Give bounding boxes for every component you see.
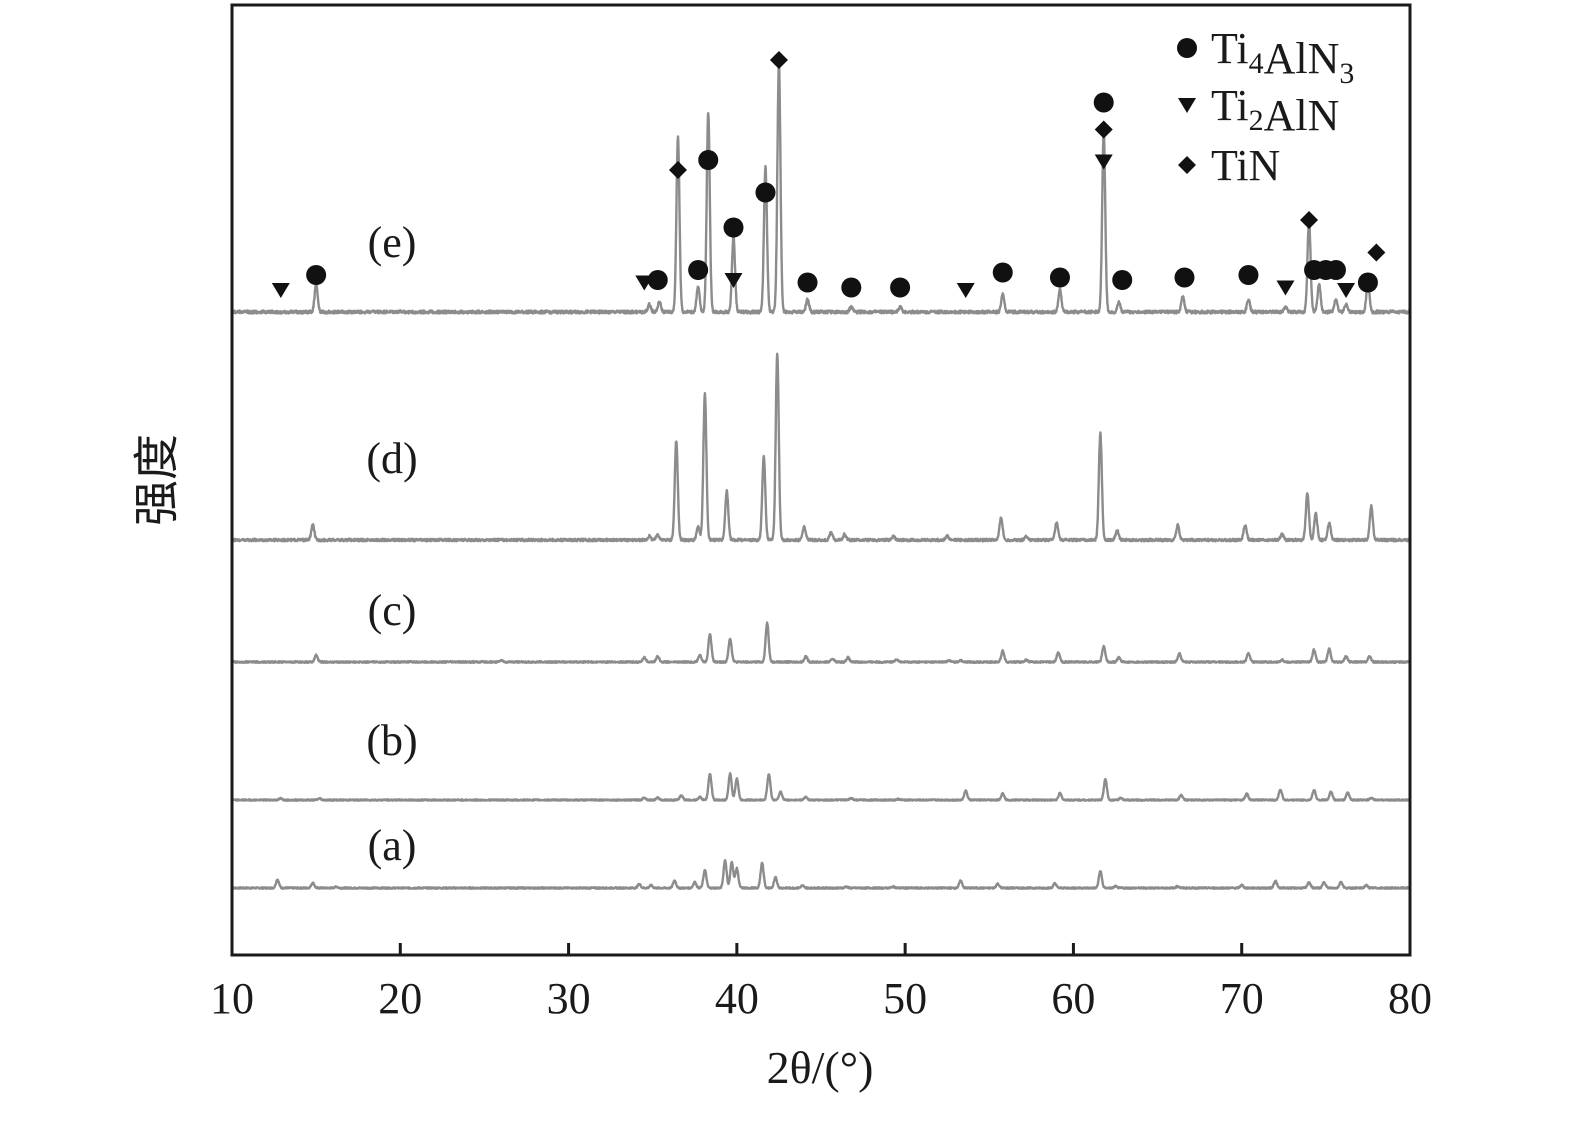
x-axis-ticks: 10 20 30 40 50 60 70 80 [210, 943, 1432, 1023]
triangle-down-marker [724, 273, 743, 288]
circle-marker [992, 262, 1013, 283]
circle-legend-icon [1177, 38, 1197, 58]
diamond-marker [1300, 211, 1319, 229]
triangle-down-legend-icon [1178, 98, 1196, 113]
circle-marker [698, 150, 719, 170]
curve-label: (c) [368, 586, 417, 635]
triangle-down-marker [271, 283, 290, 298]
triangle-down-marker [1094, 154, 1113, 170]
x-tick-label: 20 [378, 974, 422, 1023]
circle-marker [1049, 267, 1070, 288]
legend-label-ti2aln: Ti2AlN [1211, 81, 1339, 140]
curve-label: (a) [368, 821, 417, 870]
legend-text-part: 4 [1249, 47, 1264, 80]
diamond-marker [1367, 243, 1386, 262]
curve-label: (d) [366, 434, 417, 483]
legend-text-part: Ti [1211, 81, 1249, 130]
legend-text-part: AlN [1264, 91, 1340, 140]
circle-marker [1325, 260, 1346, 280]
x-tick-label: 70 [1220, 974, 1264, 1023]
curve-labels: (a) (b) (c) (d) (e) [366, 218, 417, 870]
circle-marker [841, 277, 862, 298]
triangle-down-marker [1337, 283, 1356, 298]
legend-text-part: 3 [1339, 57, 1354, 90]
diamond-legend-icon [1178, 156, 1196, 174]
circle-marker [1112, 270, 1133, 290]
curve-1 [231, 859, 1411, 890]
circle-marker [1357, 272, 1378, 293]
curve-2 [231, 772, 1411, 802]
triangle-down-marker [956, 283, 975, 298]
circle-marker [755, 182, 776, 203]
legend-label-tin: TiN [1211, 141, 1280, 190]
legend-text-part: TiN [1211, 141, 1280, 190]
curve-4 [230, 352, 1412, 543]
curve-3 [230, 621, 1412, 664]
diffraction-curves [230, 61, 1412, 905]
x-tick-label: 60 [1051, 974, 1095, 1023]
triangle-down-marker [1276, 280, 1295, 296]
curve-label: (b) [366, 716, 417, 765]
y-axis-title: 强度 [132, 434, 183, 526]
diamond-marker [668, 161, 687, 179]
x-axis-title: 2θ/(°) [767, 1042, 874, 1093]
circle-marker [797, 272, 818, 293]
legend-label-ti4aln3: Ti4AlN3 [1211, 24, 1354, 90]
circle-marker [890, 277, 911, 298]
legend-text-part: Ti [1211, 24, 1249, 73]
diamond-marker [1094, 120, 1113, 139]
x-tick-label: 40 [715, 974, 759, 1023]
curve-5 [230, 61, 1412, 315]
circle-marker [723, 217, 744, 238]
plot-frame [230, 3, 1412, 957]
phase-markers [271, 51, 1386, 298]
legend-text-part: 2 [1249, 104, 1264, 137]
diamond-marker [769, 51, 788, 69]
circle-marker [1093, 92, 1114, 113]
circle-marker [647, 270, 668, 290]
circle-marker [688, 260, 709, 280]
x-tick-label: 80 [1388, 974, 1432, 1023]
legend-text-part: AlN [1264, 34, 1340, 83]
circle-marker [306, 265, 327, 285]
circle-marker [1238, 265, 1259, 285]
x-tick-label: 50 [883, 974, 927, 1023]
curve-label: (e) [368, 218, 417, 267]
circle-marker [1174, 267, 1195, 288]
x-tick-label: 10 [210, 974, 254, 1023]
x-tick-label: 30 [547, 974, 591, 1023]
